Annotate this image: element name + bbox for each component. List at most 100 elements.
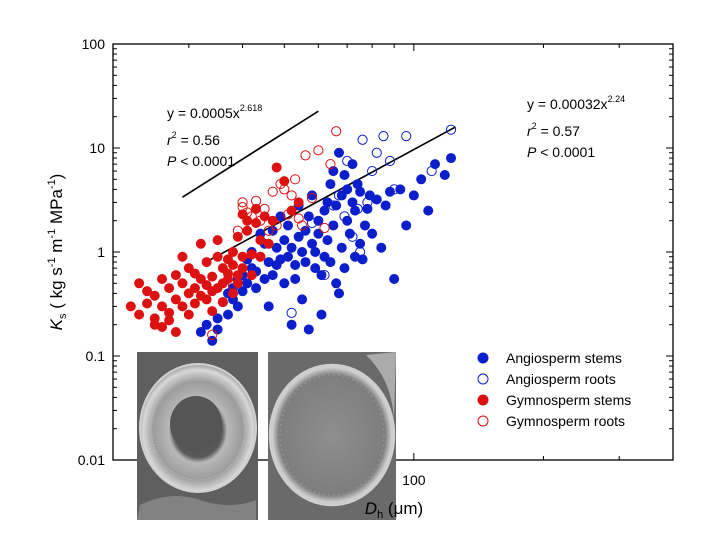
- open-point: [389, 184, 400, 195]
- y-tick-label: 0.1: [86, 348, 106, 364]
- open-point: [426, 165, 437, 177]
- filled-point: [439, 170, 450, 181]
- open-point: [227, 280, 239, 291]
- filled-point: [134, 278, 145, 289]
- filled-point: [149, 290, 160, 301]
- filled-point: [279, 278, 290, 289]
- filled-point: [263, 238, 274, 249]
- open-point: [354, 246, 366, 258]
- filled-point: [286, 319, 297, 330]
- filled-point: [157, 301, 168, 312]
- filled-point: [279, 235, 290, 246]
- filled-point: [170, 270, 181, 281]
- filled-point: [255, 235, 266, 246]
- filled-point: [359, 220, 370, 231]
- filled-point: [134, 309, 145, 320]
- filled-point: [227, 246, 238, 257]
- filled-point: [333, 147, 344, 158]
- filled-point: [242, 278, 253, 289]
- open-point: [259, 203, 270, 214]
- filled-point: [177, 251, 188, 262]
- open-point: [293, 213, 304, 224]
- legend: Angiosperm stems Angiosperm roots Gymnospe…: [477, 350, 631, 429]
- filled-point: [189, 298, 200, 309]
- legend-marker: [477, 373, 489, 385]
- filled-point: [237, 286, 248, 297]
- open-point: [378, 131, 389, 142]
- filled-point: [336, 242, 347, 253]
- fit-lines: [182, 110, 456, 263]
- root-pit-micrograph: [268, 352, 396, 520]
- filled-point: [201, 294, 212, 305]
- filled-point: [189, 283, 200, 294]
- open-point: [275, 178, 286, 190]
- open-point: [286, 190, 297, 201]
- filled-point: [282, 251, 293, 262]
- filled-point: [282, 220, 293, 231]
- fit-equations: y = 0.0005x2.618 r2 = 0.56 P < 0.0001 y = 0…: [167, 94, 625, 169]
- filled-point: [286, 242, 297, 253]
- open-point: [300, 150, 311, 161]
- filled-point: [307, 238, 318, 249]
- open-point: [207, 329, 218, 340]
- filled-point: [125, 301, 136, 312]
- filled-point: [271, 242, 282, 253]
- filled-point: [271, 162, 282, 173]
- open-point: [384, 155, 396, 167]
- fit-line: [182, 110, 319, 198]
- filled-point: [242, 225, 253, 236]
- filled-point: [255, 251, 266, 262]
- y-tick-label: 100: [82, 36, 106, 52]
- filled-point: [263, 301, 274, 312]
- legend-label: Angiosperm roots: [506, 371, 616, 387]
- filled-point: [322, 235, 333, 246]
- filled-point: [313, 215, 324, 226]
- open-point: [367, 165, 378, 177]
- open-point: [342, 155, 353, 167]
- axis-tick-labels: 0.01 0.1 1 10 100 100: [78, 36, 426, 488]
- filled-point: [408, 190, 419, 201]
- filled-point: [157, 274, 168, 285]
- filled-point: [303, 324, 314, 335]
- filled-point: [222, 268, 233, 279]
- filled-point: [275, 211, 286, 222]
- open-point: [267, 186, 278, 197]
- filled-point: [246, 249, 257, 260]
- filled-point: [319, 205, 330, 216]
- filled-point: [310, 263, 321, 274]
- filled-point: [355, 238, 366, 249]
- filled-point: [300, 257, 311, 268]
- open-point: [306, 217, 318, 229]
- filled-point: [164, 307, 175, 318]
- legend-marker: [477, 352, 489, 364]
- fit-p-value: P < 0.0001: [167, 153, 235, 169]
- filled-point: [300, 225, 311, 236]
- filled-point: [246, 270, 257, 281]
- open-point: [255, 215, 266, 226]
- open-point: [290, 174, 301, 185]
- data-points: [125, 124, 457, 346]
- open-point: [279, 184, 290, 195]
- legend-label: Gymnosperm stems: [506, 392, 631, 408]
- filled-point: [201, 257, 212, 268]
- filled-point: [380, 200, 391, 211]
- filled-point: [157, 322, 168, 333]
- filled-point: [164, 283, 175, 294]
- filled-point: [183, 309, 194, 320]
- y-tick-label: 0.01: [78, 452, 105, 468]
- filled-point: [342, 184, 353, 195]
- filled-point: [325, 179, 336, 190]
- filled-point: [195, 238, 206, 249]
- open-point: [286, 307, 297, 318]
- filled-point: [293, 231, 304, 242]
- filled-point: [293, 197, 304, 208]
- filled-point: [195, 327, 206, 338]
- filled-point: [310, 246, 321, 257]
- open-point: [282, 209, 294, 220]
- y-tick-label: 10: [89, 140, 105, 156]
- filled-point: [217, 297, 228, 308]
- filled-point: [177, 301, 188, 312]
- filled-point: [307, 190, 318, 201]
- open-point: [237, 197, 248, 208]
